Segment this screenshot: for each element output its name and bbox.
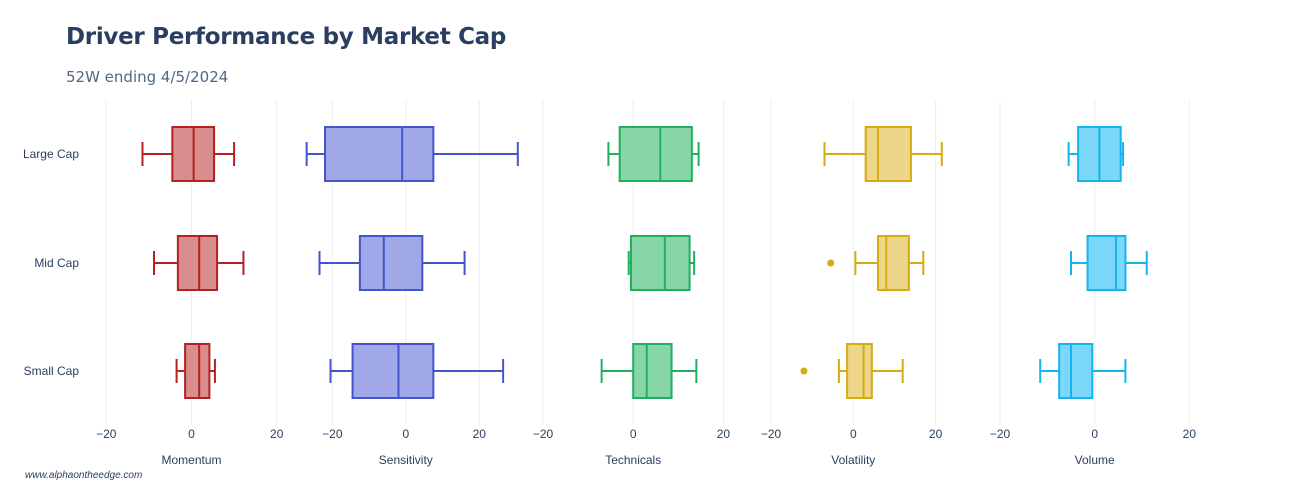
- box-volatility-small-cap-iqr: [846, 343, 873, 399]
- chart-subtitle: 52W ending 4/5/2024: [66, 68, 229, 86]
- y-tick-label: Large Cap: [23, 147, 79, 161]
- box-momentum-mid-cap-iqr: [176, 235, 219, 291]
- box-volatility-small-cap-outlier: [800, 367, 808, 375]
- box-technicals-small-cap-iqr: [632, 343, 673, 399]
- footer-source: www.alphaontheedge.com: [25, 470, 143, 481]
- panel-label-volatility: Volatility: [831, 453, 875, 467]
- box-sensitivity-small-cap-iqr: [351, 343, 435, 399]
- x-tick-label: −20: [96, 427, 117, 441]
- box-technicals-mid-cap-iqr: [629, 235, 691, 291]
- box-momentum-small-cap-iqr: [184, 343, 211, 399]
- y-tick-label: Mid Cap: [34, 256, 79, 270]
- panel-label-momentum: Momentum: [161, 453, 221, 467]
- chart-title: Driver Performance by Market Cap: [66, 24, 507, 50]
- box-sensitivity-large-cap-iqr: [324, 126, 435, 182]
- panel-label-volume: Volume: [1075, 453, 1115, 467]
- x-tick-label: −20: [322, 427, 343, 441]
- x-tick-label: −20: [533, 427, 554, 441]
- x-tick-label: 0: [850, 427, 857, 441]
- x-tick-label: −20: [761, 427, 782, 441]
- box-technicals-large-cap-iqr: [618, 126, 693, 182]
- x-tick-label: 20: [1183, 427, 1197, 441]
- x-tick-label: −20: [990, 427, 1011, 441]
- panel-label-technicals: Technicals: [605, 453, 661, 467]
- x-tick-label: 0: [630, 427, 637, 441]
- x-tick-label: 0: [402, 427, 409, 441]
- x-tick-label: 0: [188, 427, 195, 441]
- panel-label-sensitivity: Sensitivity: [379, 453, 433, 467]
- y-tick-label: Small Cap: [24, 364, 80, 378]
- x-tick-label: 20: [929, 427, 943, 441]
- box-volume-mid-cap-iqr: [1086, 235, 1127, 291]
- box-volatility-mid-cap-iqr: [877, 235, 910, 291]
- x-tick-label: 20: [717, 427, 731, 441]
- x-tick-label: 0: [1091, 427, 1098, 441]
- x-tick-label: 20: [270, 427, 284, 441]
- x-tick-label: 20: [473, 427, 487, 441]
- box-volume-small-cap-iqr: [1058, 343, 1094, 399]
- box-volatility-mid-cap-outlier: [827, 259, 835, 267]
- box-volatility-large-cap-iqr: [864, 126, 912, 182]
- box-sensitivity-mid-cap-iqr: [358, 235, 424, 291]
